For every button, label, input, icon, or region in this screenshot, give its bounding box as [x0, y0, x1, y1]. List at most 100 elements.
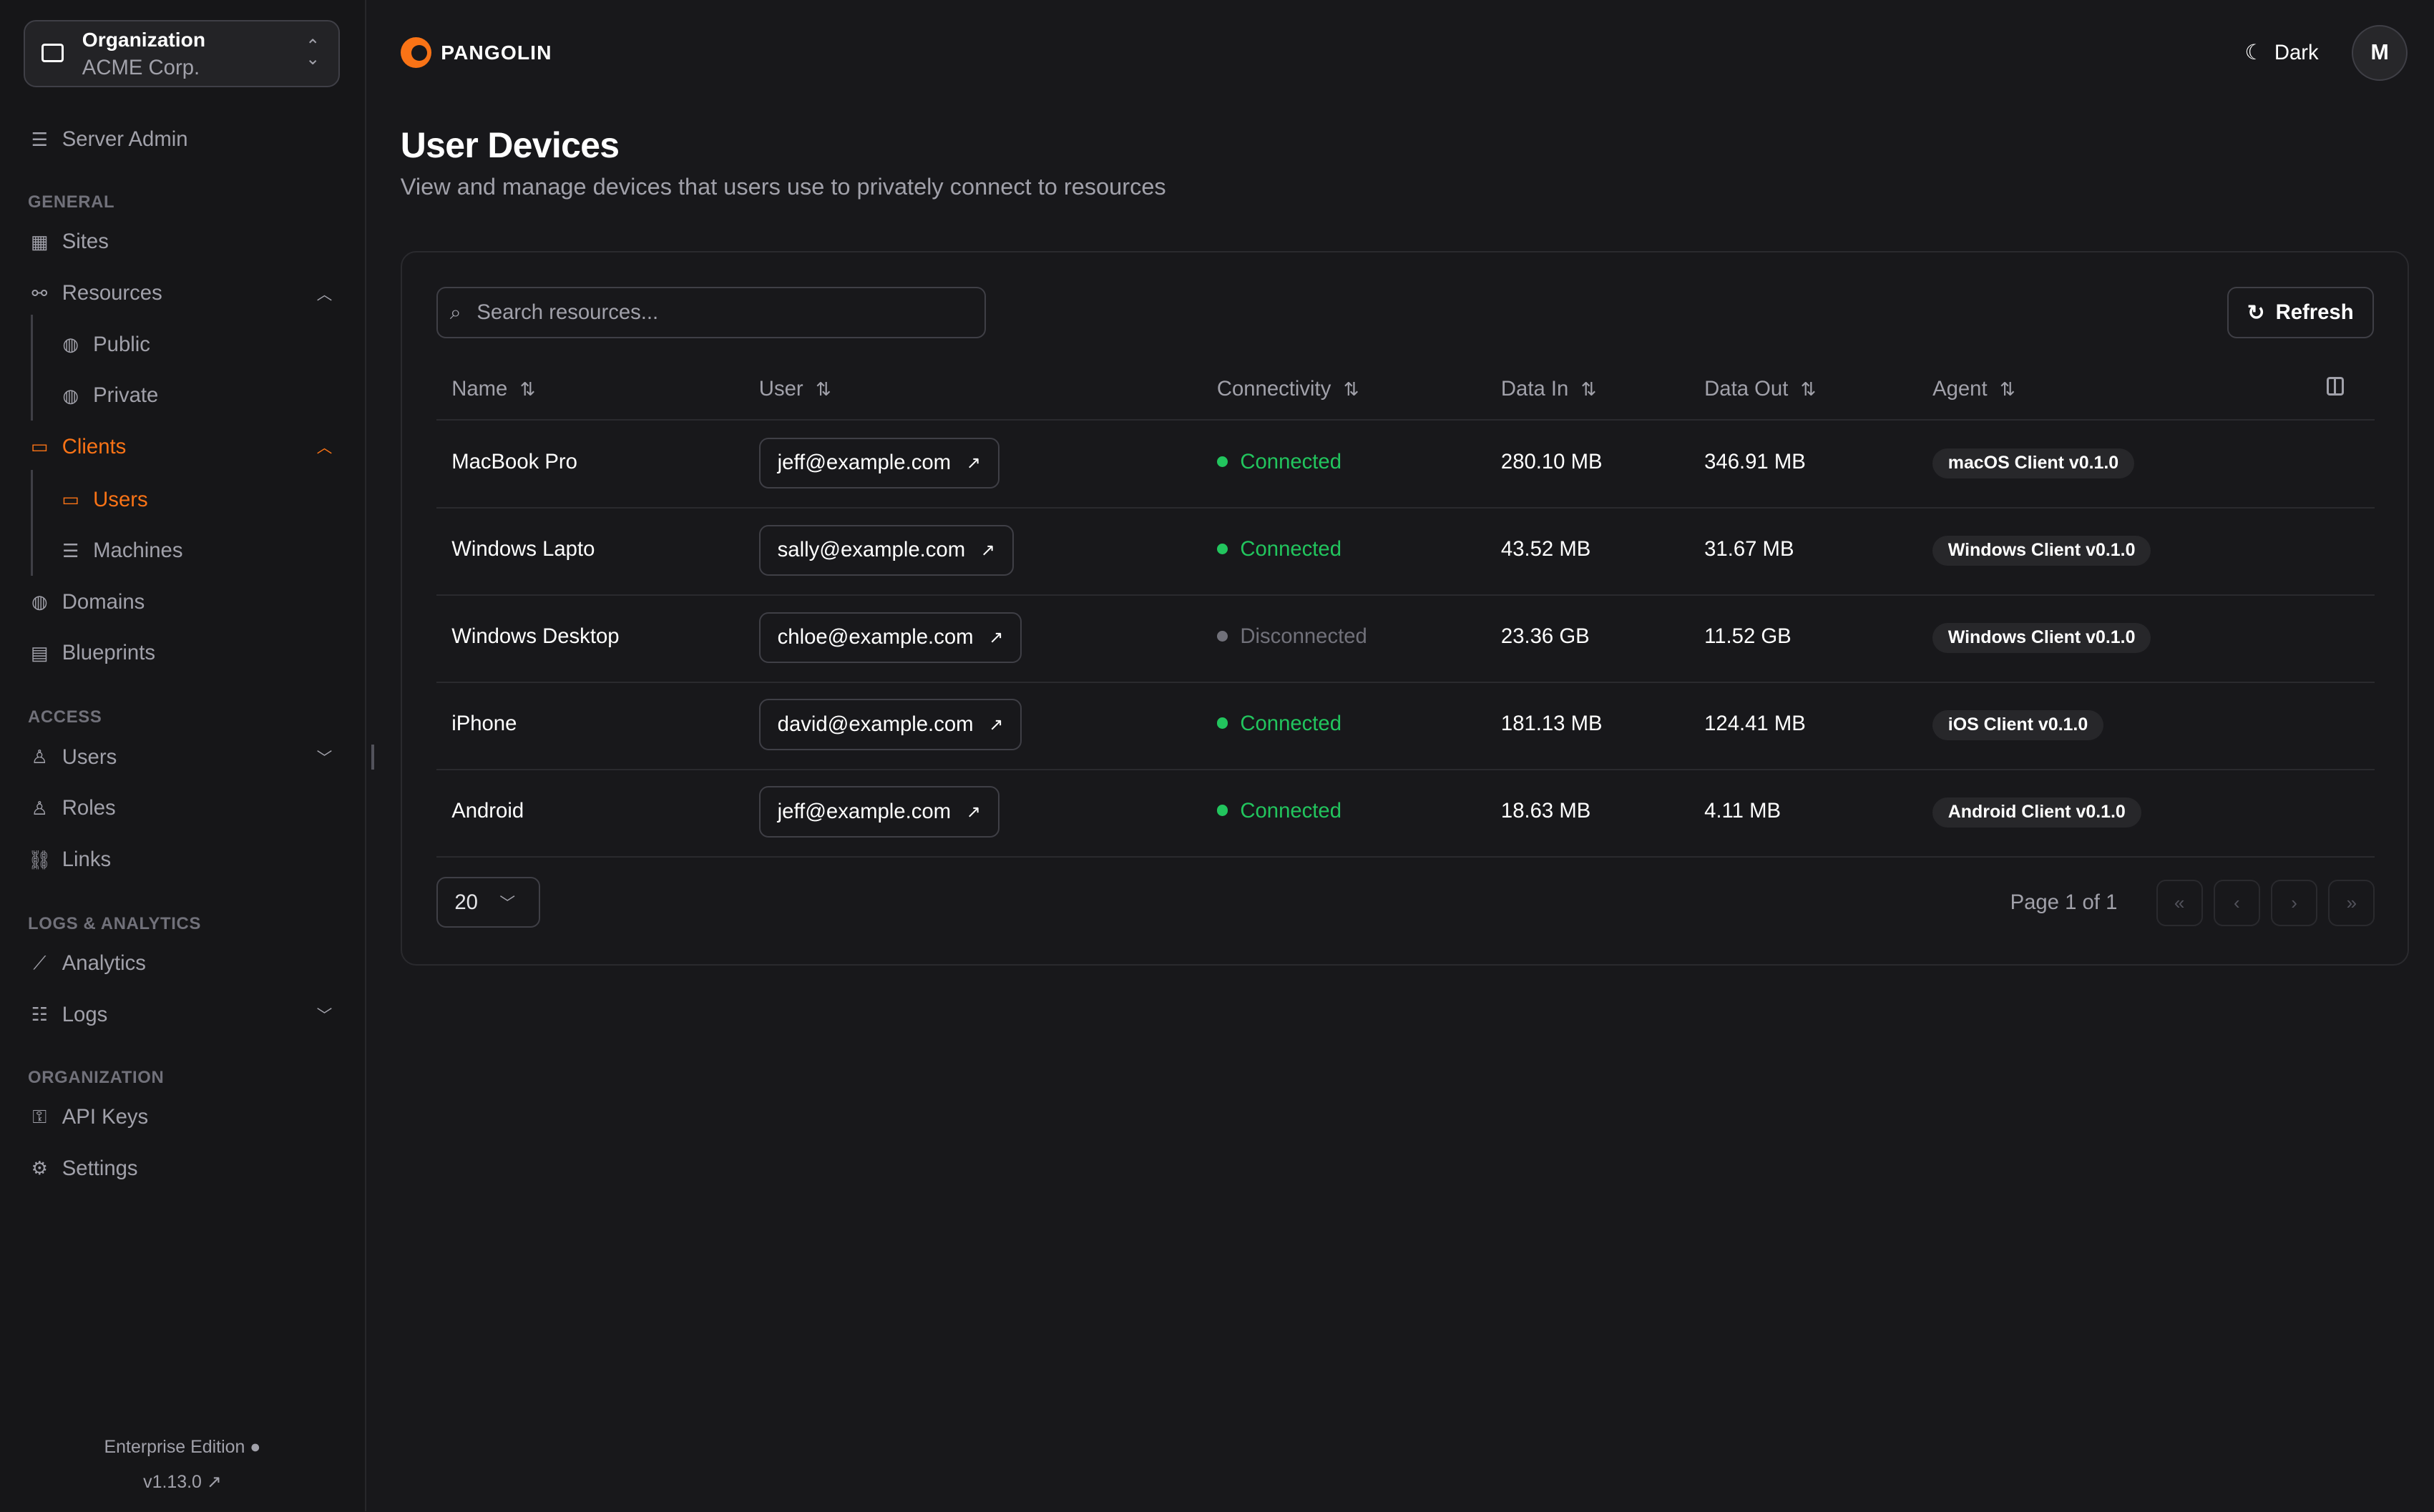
table-header: Name ⇅ User ⇅ Connectivity ⇅ Data In ⇅ Data …: [436, 365, 2375, 421]
sidebar-item-machines[interactable]: ☰ Machines: [59, 534, 338, 568]
label: Links: [62, 848, 112, 871]
label: Logs: [62, 1002, 108, 1026]
user-link-button[interactable]: sally@example.com ↗: [758, 524, 1014, 576]
agent-badge: Windows Client v0.1.0: [1932, 535, 2151, 566]
sidebar-item-analytics[interactable]: ⟋ Analytics: [28, 947, 338, 981]
search-box[interactable]: ⌕: [436, 287, 986, 338]
sidebar-item-public[interactable]: ◍ Public: [59, 328, 338, 362]
arrow-up-right-icon: ↗: [980, 540, 995, 560]
refresh-label: Refresh: [2275, 300, 2354, 324]
tree-line: [31, 315, 33, 421]
edition-link[interactable]: Enterprise Edition ●: [0, 1437, 365, 1458]
user-email: jeff@example.com: [777, 800, 952, 824]
sort-icon: ⇅: [1800, 378, 1817, 401]
sidebar-item-users[interactable]: ▭ Users: [59, 483, 338, 517]
avatar[interactable]: M: [2352, 24, 2408, 81]
chevron-down-icon: ﹀: [316, 1006, 333, 1025]
search-input[interactable]: [473, 298, 946, 327]
sidebar-item-access-users[interactable]: ♙ Users ﹀: [28, 740, 338, 775]
label: Data Out: [1704, 377, 1789, 401]
org-label: Organization: [82, 27, 206, 51]
sidebar-item-links[interactable]: ⛓ Links: [28, 843, 338, 877]
user-link-button[interactable]: david@example.com ↗: [758, 699, 1022, 751]
chevron-up-icon: ︿: [316, 285, 333, 303]
user-email: jeff@example.com: [777, 451, 952, 475]
table-row: Windows Lapto sally@example.com ↗ Connect…: [436, 508, 2375, 597]
status-label: Connected: [1240, 450, 1342, 474]
gear-icon: ⚙: [31, 1157, 48, 1179]
sidebar-item-private[interactable]: ◍ Private: [59, 378, 338, 413]
sidebar-item-domains[interactable]: ◍ Domains: [28, 585, 338, 619]
refresh-button[interactable]: ↻ Refresh: [2227, 287, 2374, 338]
globe-icon: ◍: [62, 333, 79, 355]
column-agent[interactable]: Agent ⇅: [1932, 377, 2015, 401]
next-page-button[interactable]: ›: [2271, 880, 2318, 927]
user-link-button[interactable]: chloe@example.com ↗: [758, 612, 1022, 664]
key-icon: ⚿: [32, 1106, 47, 1128]
columns-toggle-icon[interactable]: [2327, 377, 2345, 396]
chevrons-up-down-icon: ⌃ ⌄: [306, 36, 321, 69]
status-dot-icon: [1216, 630, 1228, 642]
theme-toggle[interactable]: ☾ Dark: [2244, 40, 2318, 65]
first-page-button[interactable]: «: [2156, 880, 2203, 927]
sidebar-item-resources[interactable]: ⚯ Resources ︿: [28, 276, 338, 310]
sort-icon: ⇅: [519, 378, 536, 401]
arrow-up-right-icon: ↗: [966, 802, 981, 822]
user-link-button[interactable]: jeff@example.com ↗: [758, 437, 999, 489]
data-in: 43.52 MB: [1500, 536, 1591, 561]
sidebar-item-server-admin[interactable]: ☰ Server Admin: [28, 122, 338, 157]
sidebar-item-settings[interactable]: ⚙ Settings: [28, 1152, 338, 1186]
sidebar-item-sites[interactable]: ▦ Sites: [28, 225, 338, 260]
data-out: 31.67 MB: [1704, 536, 1794, 561]
status-label: Disconnected: [1240, 624, 1367, 648]
section-logs: LOGS & ANALYTICS: [28, 913, 202, 933]
label: Users: [93, 487, 148, 511]
sidebar-item-clients[interactable]: ▭ Clients ︿: [28, 430, 338, 464]
label: Analytics: [62, 951, 146, 976]
status-dot-icon: [1216, 456, 1228, 467]
data-out: 346.91 MB: [1704, 450, 1806, 474]
globe-icon: ◍: [31, 591, 48, 613]
data-in: 23.36 GB: [1500, 624, 1590, 648]
theme-label: Dark: [2274, 40, 2319, 64]
search-icon: ⌕: [449, 300, 461, 323]
user-link-button[interactable]: jeff@example.com ↗: [758, 786, 999, 838]
brand-logo[interactable]: PANGOLIN: [400, 37, 552, 69]
status-label: Connected: [1240, 798, 1342, 823]
server-icon: ☰: [62, 539, 79, 561]
sidebar-item-api-keys[interactable]: ⚿ API Keys: [28, 1100, 338, 1134]
label: Data In: [1500, 377, 1569, 401]
column-data-in[interactable]: Data In ⇅: [1501, 377, 1597, 401]
sidebar-resize-handle[interactable]: [371, 745, 374, 770]
org-switcher[interactable]: Organization ACME Corp. ⌃ ⌄: [23, 20, 341, 87]
section-access: ACCESS: [28, 707, 102, 727]
column-user[interactable]: User ⇅: [759, 377, 831, 401]
sidebar-item-roles[interactable]: ♙ Roles: [28, 792, 338, 826]
section-organization: ORGANIZATION: [28, 1067, 165, 1087]
prev-page-button[interactable]: ‹: [2213, 880, 2260, 927]
column-data-out[interactable]: Data Out ⇅: [1704, 377, 1816, 401]
sidebar: Organization ACME Corp. ⌃ ⌄ ☰ Server Admin…: [0, 0, 366, 1512]
version-link[interactable]: v1.13.0 ↗: [0, 1471, 365, 1493]
last-page-button[interactable]: »: [2328, 880, 2375, 927]
sidebar-item-logs[interactable]: ☷ Logs ﹀: [28, 998, 338, 1032]
label: API Keys: [62, 1105, 149, 1129]
agent-badge: Android Client v0.1.0: [1932, 797, 2141, 828]
label: Clients: [62, 434, 127, 458]
globe-lock-icon: ◍: [62, 384, 79, 406]
moon-icon: ☾: [2244, 41, 2264, 65]
table-row: MacBook Pro jeff@example.com ↗ Connected …: [436, 421, 2375, 509]
label: Name: [451, 377, 508, 401]
column-name[interactable]: Name ⇅: [451, 377, 535, 401]
column-connectivity[interactable]: Connectivity ⇅: [1217, 377, 1359, 401]
arrow-up-right-icon: ↗: [966, 453, 981, 473]
page-size-select[interactable]: 20 ﹀: [436, 876, 540, 928]
sidebar-item-blueprints[interactable]: ▤ Blueprints: [28, 637, 338, 671]
sites-icon: ▦: [31, 230, 49, 252]
sort-icon: ⇅: [1343, 378, 1359, 401]
connectivity-status: Connected: [1216, 798, 1342, 823]
label: Users: [62, 745, 117, 769]
label: Machines: [93, 539, 183, 563]
chevron-down-icon: ﹀: [499, 894, 516, 912]
laptop-icon: ▭: [62, 489, 79, 511]
